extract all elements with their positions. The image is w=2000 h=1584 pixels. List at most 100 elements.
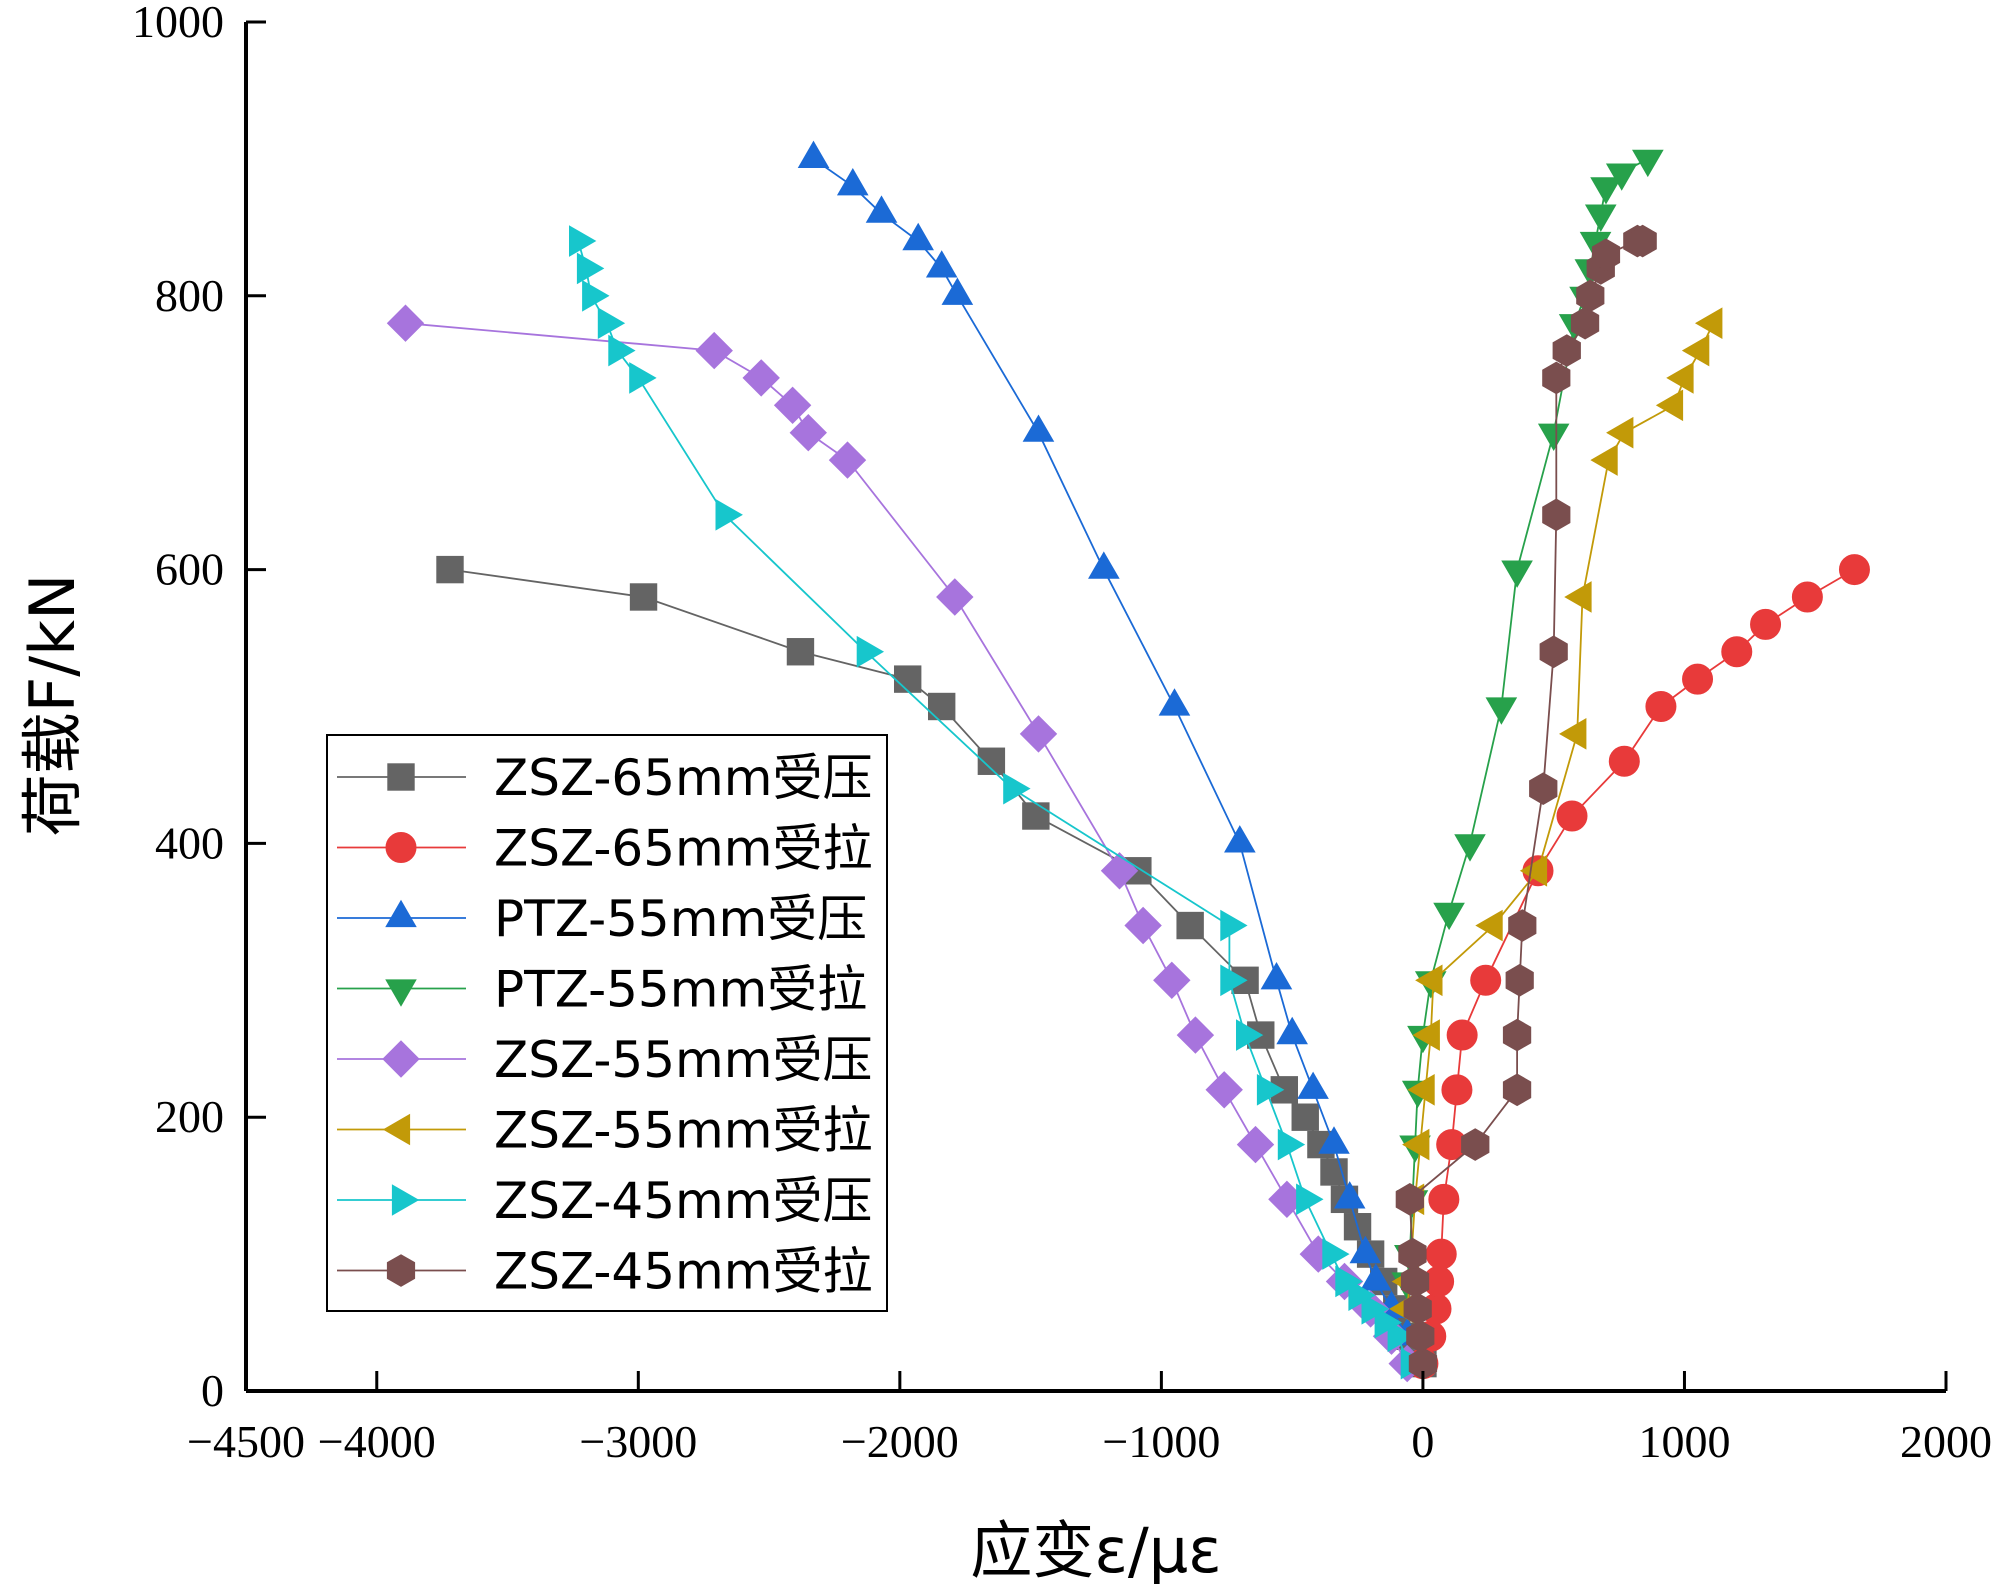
legend: ZSZ-65mm受压 ZSZ-65mm受拉 PTZ-55mm受压 PTZ-55mm受拉… bbox=[326, 734, 888, 1312]
data-point bbox=[1348, 1279, 1376, 1311]
data-point bbox=[1360, 1263, 1392, 1291]
legend-entry: PTZ-55mm受压 bbox=[337, 890, 867, 948]
data-point bbox=[1374, 1306, 1402, 1339]
legend-label: ZSZ-45mm受压 bbox=[494, 1172, 872, 1230]
data-point bbox=[797, 140, 830, 168]
data-point bbox=[1153, 961, 1191, 1000]
data-point bbox=[1349, 1235, 1382, 1264]
y-tick-label: 200 bbox=[155, 1091, 224, 1142]
data-point bbox=[576, 252, 605, 285]
series-8 bbox=[1395, 224, 1657, 1380]
data-point bbox=[629, 583, 658, 611]
data-point bbox=[836, 167, 869, 196]
series-6 bbox=[1388, 307, 1723, 1325]
x-tick-label: −3000 bbox=[579, 1416, 697, 1467]
axes: −4500 −4000 −3000 −2000 −1000 0 1000 2000 0 200 4… bbox=[132, 0, 1992, 1467]
data-point bbox=[1268, 1180, 1306, 1219]
x-ticks: −4500 −4000 −3000 −2000 −1000 0 1000 2000 bbox=[187, 1371, 1992, 1467]
data-point bbox=[1485, 697, 1518, 725]
legend-marker bbox=[385, 832, 417, 863]
data-point bbox=[1403, 1292, 1432, 1326]
data-point bbox=[1088, 551, 1120, 579]
data-point bbox=[1608, 745, 1640, 777]
legend-entry: PTZ-55mm受拉 bbox=[337, 961, 867, 1019]
data-point bbox=[695, 331, 733, 370]
data-point bbox=[1256, 1074, 1285, 1106]
series-4 bbox=[1391, 149, 1664, 1300]
series-7 bbox=[569, 225, 1429, 1380]
data-point bbox=[1556, 800, 1588, 832]
data-point bbox=[1176, 911, 1204, 940]
series-line bbox=[812, 158, 1408, 1337]
data-point bbox=[1454, 834, 1486, 862]
data-point bbox=[1542, 361, 1571, 395]
data-point bbox=[1158, 688, 1191, 716]
data-point bbox=[1322, 1238, 1350, 1270]
data-point bbox=[1502, 1073, 1532, 1107]
data-point bbox=[1297, 1071, 1329, 1099]
data-point bbox=[1318, 1126, 1350, 1154]
data-point bbox=[1791, 581, 1823, 613]
series-3 bbox=[797, 140, 1424, 1346]
data-point bbox=[1236, 1125, 1275, 1164]
data-point bbox=[1446, 1019, 1478, 1051]
data-point bbox=[1552, 334, 1581, 367]
x-tick-label: 0 bbox=[1411, 1416, 1434, 1467]
data-point bbox=[1398, 1237, 1427, 1271]
data-point bbox=[1632, 149, 1664, 178]
data-point bbox=[856, 635, 885, 668]
data-point bbox=[1529, 772, 1558, 805]
data-point bbox=[1276, 1016, 1308, 1045]
data-point bbox=[1428, 1183, 1460, 1215]
data-point bbox=[1681, 334, 1710, 367]
data-point bbox=[1505, 963, 1534, 997]
data-point bbox=[828, 441, 867, 479]
series-line bbox=[1406, 158, 1649, 1282]
legend-marker bbox=[382, 1113, 411, 1146]
x-tick-label: −1000 bbox=[1102, 1416, 1220, 1467]
data-point bbox=[1537, 423, 1570, 452]
data-point bbox=[1395, 1183, 1424, 1216]
data-point bbox=[927, 692, 956, 721]
data-point bbox=[1694, 307, 1723, 339]
y-tick-label: 0 bbox=[201, 1365, 224, 1416]
data-point bbox=[1590, 177, 1622, 205]
data-point bbox=[1750, 608, 1782, 640]
data-point bbox=[715, 499, 743, 531]
data-point bbox=[1605, 163, 1638, 191]
data-point bbox=[629, 362, 657, 394]
legend-label: ZSZ-65mm受拉 bbox=[494, 820, 872, 878]
series-2 bbox=[1407, 554, 1870, 1380]
legend-entry: ZSZ-45mm受压 bbox=[337, 1172, 872, 1230]
data-point bbox=[1320, 1158, 1348, 1186]
data-point bbox=[1628, 224, 1657, 258]
legend-marker bbox=[385, 979, 417, 1007]
data-point bbox=[1645, 691, 1677, 722]
data-point bbox=[436, 555, 464, 584]
plot-series bbox=[386, 140, 1870, 1383]
y-tick-label: 800 bbox=[155, 270, 224, 321]
legend-marker bbox=[385, 899, 417, 928]
data-point bbox=[1519, 854, 1548, 887]
data-point bbox=[1576, 279, 1605, 313]
legend-box bbox=[326, 734, 888, 1312]
data-point bbox=[1291, 1103, 1319, 1131]
data-point bbox=[582, 280, 610, 312]
data-point bbox=[1220, 909, 1248, 942]
legend-marker bbox=[382, 1040, 420, 1078]
data-point bbox=[1655, 389, 1684, 422]
data-point bbox=[608, 334, 636, 367]
data-point bbox=[1019, 715, 1058, 753]
legend-entry: ZSZ-45mm受拉 bbox=[337, 1243, 872, 1301]
data-point bbox=[1501, 560, 1533, 588]
data-point bbox=[1361, 1293, 1389, 1325]
data-point bbox=[1425, 1238, 1457, 1270]
data-point bbox=[1236, 1019, 1264, 1051]
data-point bbox=[1205, 1071, 1243, 1109]
data-point bbox=[1591, 238, 1621, 272]
data-point bbox=[902, 222, 934, 251]
data-point bbox=[569, 225, 597, 257]
data-point bbox=[1502, 1018, 1532, 1052]
data-point bbox=[941, 277, 974, 305]
data-point bbox=[865, 195, 898, 223]
